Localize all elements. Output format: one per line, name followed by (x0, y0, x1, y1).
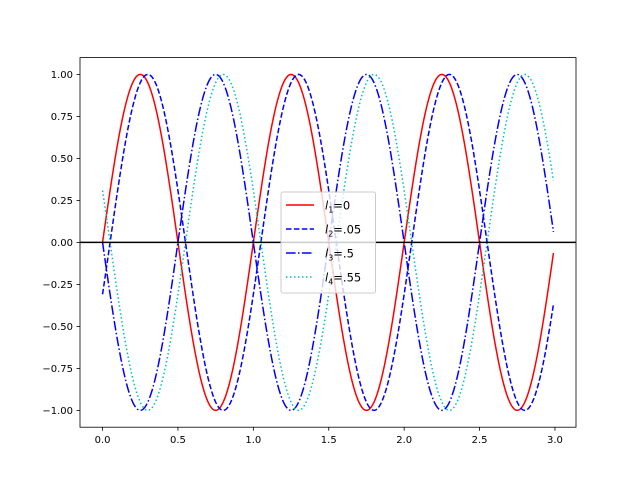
y-tick-label: 0.75 (51, 112, 73, 123)
legend-label: l2=.05 (325, 223, 361, 239)
ticks: 0.0 0.5 1.0 1.5 2.0 2.5 3.0 −1.00 −0.75 −0.50 −0.2… (42, 70, 563, 446)
y-tick-label: 0.25 (51, 196, 73, 207)
legend-label: l1=0 (325, 199, 350, 215)
x-tick-label: 3.0 (547, 435, 563, 446)
y-tick-label: 1.00 (51, 70, 73, 81)
x-tick-label: 2.0 (396, 435, 412, 446)
x-tick-label: 1.5 (321, 435, 337, 446)
y-tick-label: −0.75 (42, 364, 73, 375)
y-tick-label: 0.50 (51, 154, 73, 165)
y-tick-label: 0.00 (51, 238, 73, 249)
x-tick-label: 2.5 (472, 435, 488, 446)
y-tick-label: −0.50 (42, 322, 73, 333)
x-tick-label: 0.0 (95, 435, 111, 446)
series-line-4 (101, 73, 555, 412)
legend-label: l3=.5 (325, 247, 354, 263)
legend-frame (280, 191, 376, 294)
x-tick-label: 0.5 (170, 435, 186, 446)
legend-label: l4=.55 (325, 271, 361, 287)
x-tick-label: 1.0 (245, 435, 261, 446)
y-tick-label: −1.00 (42, 406, 73, 417)
legend: l1=0 l2=.05 l3=.5 l4=.55 (280, 191, 376, 294)
y-tick-label: −0.25 (42, 280, 73, 291)
